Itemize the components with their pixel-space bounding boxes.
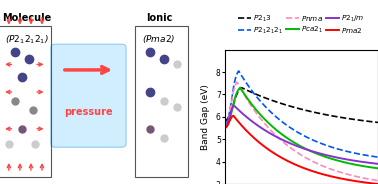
Text: Molecule: Molecule [2, 13, 51, 23]
Y-axis label: Band Gap (eV): Band Gap (eV) [201, 84, 210, 150]
FancyBboxPatch shape [51, 44, 126, 147]
Text: Ionic: Ionic [146, 13, 172, 23]
Legend: $P2_13$, $P2_12_12_1$, $Pnma$, $Pca2_1$, $P2_1/m$, $Pma2$: $P2_13$, $P2_12_12_1$, $Pnma$, $Pca2_1$,… [238, 14, 365, 36]
Text: pressure: pressure [64, 107, 113, 117]
Text: ($P2_12_12_1$): ($P2_12_12_1$) [5, 33, 48, 46]
Text: ($Pma2$): ($Pma2$) [143, 33, 176, 45]
